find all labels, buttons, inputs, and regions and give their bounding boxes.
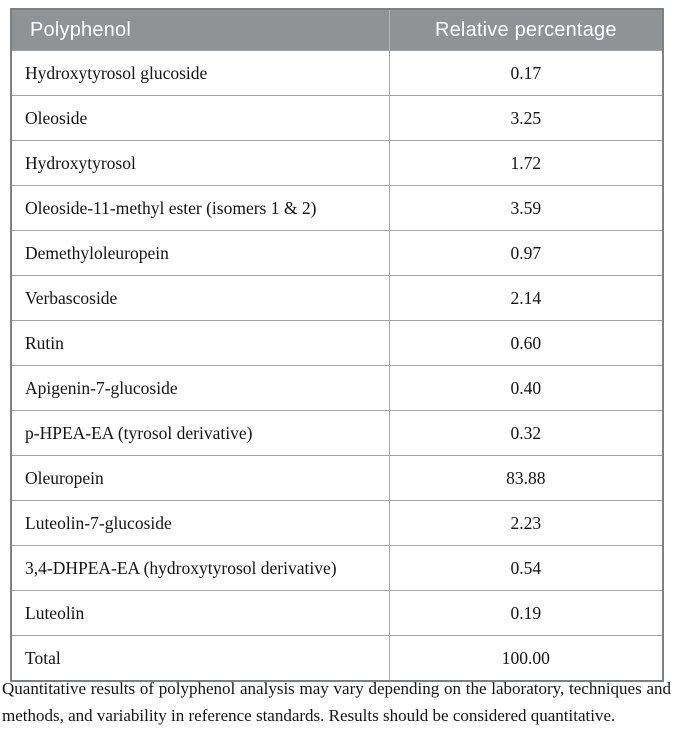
- table-row: Hydroxytyrosol glucoside 0.17: [10, 50, 664, 96]
- polyphenol-name-cell: Verbascoside: [10, 275, 390, 321]
- relative-percentage-cell: 0.32: [388, 410, 664, 456]
- relative-percentage-cell: 83.88: [388, 455, 664, 501]
- table-row: Verbascoside 2.14: [10, 275, 664, 321]
- relative-percentage-cell: 2.14: [388, 275, 664, 321]
- table-row: Hydroxytyrosol 1.72: [10, 140, 664, 186]
- table-body: Hydroxytyrosol glucoside 0.17 Oleoside 3.25…: [10, 50, 664, 682]
- relative-percentage-cell: 2.23: [388, 500, 664, 546]
- table-row: Luteolin-7-glucoside 2.23: [10, 500, 664, 546]
- table-row: p-HPEA-EA (tyrosol derivative) 0.32: [10, 410, 664, 456]
- polyphenol-name-cell: Hydroxytyrosol: [10, 140, 390, 186]
- relative-percentage-cell: 0.40: [388, 365, 664, 411]
- relative-percentage-cell: 0.97: [388, 230, 664, 276]
- column-header-polyphenol: Polyphenol: [11, 9, 390, 51]
- relative-percentage-cell: 3.59: [388, 185, 664, 231]
- polyphenol-name-cell: Luteolin-7-glucoside: [10, 500, 390, 546]
- polyphenol-name-cell: Hydroxytyrosol glucoside: [10, 50, 390, 96]
- polyphenol-name-cell: Total: [10, 635, 390, 682]
- table-row: Demethyloleuropein 0.97: [10, 230, 664, 276]
- polyphenol-name-cell: Oleoside-11-methyl ester (isomers 1 & 2): [10, 185, 390, 231]
- table-header: Polyphenol Relative percentage: [11, 9, 663, 51]
- table-footnote: Quantitative results of polyphenol analy…: [2, 679, 671, 725]
- table-row: Apigenin-7-glucoside 0.40: [10, 365, 664, 411]
- polyphenol-table-container: Polyphenol Relative percentage Hydroxyty…: [10, 8, 664, 682]
- relative-percentage-cell: 0.17: [388, 50, 664, 96]
- table-row: Oleoside 3.25: [10, 95, 664, 141]
- table-row: Oleoside-11-methyl ester (isomers 1 & 2)…: [10, 185, 664, 231]
- polyphenol-name-cell: Oleuropein: [10, 455, 390, 501]
- polyphenol-table: Polyphenol Relative percentage Hydroxyty…: [10, 8, 664, 682]
- table-row: 3,4-DHPEA-EA (hydroxytyrosol derivative)…: [10, 545, 664, 591]
- polyphenol-name-cell: Luteolin: [10, 590, 390, 636]
- relative-percentage-cell: 0.54: [388, 545, 664, 591]
- relative-percentage-cell: 3.25: [388, 95, 664, 141]
- polyphenol-name-cell: p-HPEA-EA (tyrosol derivative): [10, 410, 390, 456]
- relative-percentage-cell: 0.60: [388, 320, 664, 366]
- table-row: Luteolin 0.19: [10, 590, 664, 636]
- relative-percentage-cell: 0.19: [388, 590, 664, 636]
- column-header-relative-percentage: Relative percentage: [388, 9, 663, 51]
- polyphenol-name-cell: 3,4-DHPEA-EA (hydroxytyrosol derivative): [10, 545, 390, 591]
- relative-percentage-cell: 1.72: [388, 140, 664, 186]
- table-row: Oleuropein 83.88: [10, 455, 664, 501]
- table-row: Rutin 0.60: [10, 320, 664, 366]
- polyphenol-name-cell: Demethyloleuropein: [10, 230, 390, 276]
- table-row: Total 100.00: [10, 635, 664, 682]
- polyphenol-name-cell: Apigenin-7-glucoside: [10, 365, 390, 411]
- relative-percentage-cell: 100.00: [388, 635, 664, 682]
- polyphenol-name-cell: Rutin: [10, 320, 390, 366]
- polyphenol-name-cell: Oleoside: [10, 95, 390, 141]
- header-row: Polyphenol Relative percentage: [11, 9, 663, 51]
